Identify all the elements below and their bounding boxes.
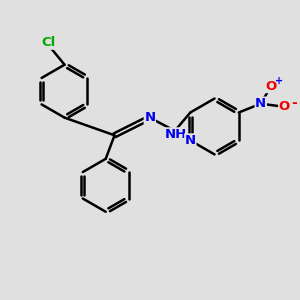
Text: Cl: Cl — [41, 36, 56, 49]
Text: O: O — [266, 80, 277, 92]
Text: +: + — [275, 76, 284, 86]
Text: N: N — [185, 134, 196, 147]
Text: N: N — [255, 97, 266, 110]
Text: O: O — [279, 100, 290, 113]
Text: -: - — [292, 96, 298, 110]
Text: N: N — [144, 111, 155, 124]
Text: NH: NH — [165, 128, 188, 141]
